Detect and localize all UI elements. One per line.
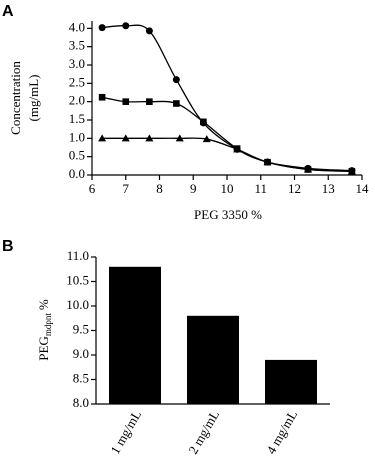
x-tick-label: 9 [190,181,197,196]
bar [265,359,317,404]
point [202,135,211,143]
x-tick-label: 12 [288,181,301,196]
panel-label: B [2,238,14,255]
y-tick-label: 11.0 [67,248,89,263]
y-tick-label: 3.5 [69,38,85,53]
y-tick-label: 0.0 [69,166,85,181]
point [175,134,184,142]
bar [187,315,239,404]
series-line [102,96,352,172]
x-tick-label: 8 [156,181,163,196]
y-tick-label: 9.5 [73,321,89,336]
point [263,158,272,166]
point [98,24,106,32]
y-tick-label: 4.0 [69,19,85,34]
x-tick-label: 14 [356,181,370,196]
point [122,22,130,30]
point [173,100,180,107]
x-tick-label: 13 [322,181,335,196]
x-tick-label: 6 [89,181,96,196]
point [172,76,180,84]
point [145,27,153,35]
point [347,167,356,175]
y-tick-label: 1.0 [69,129,85,144]
x-tick-label: 4 mg/mL [263,407,300,456]
point [146,98,153,105]
y-tick-label: 10.0 [66,297,89,312]
y-tick-label: 1.5 [69,111,85,126]
point [145,134,154,142]
panel-label: A [2,3,14,20]
y-tick-label: 3.0 [69,56,85,71]
y-axis-title-main: PEG [36,336,51,361]
x-tick-label: 7 [123,181,130,196]
y-axis-title: PEGmdpnt% [36,299,53,361]
y-axis-title: Concentration [8,61,23,135]
bar [109,266,161,404]
y-tick-label: 8.5 [73,370,89,385]
x-tick-label: 1 mg/mL [107,407,144,456]
y-tick-label: 9.0 [73,346,89,361]
x-tick-label: 11 [254,181,267,196]
y-axis-title-sub: mdpnt [43,313,53,337]
y-tick-label: 0.5 [69,148,85,163]
series-line [102,24,352,172]
x-axis-title: PEG 3350 % [194,207,262,222]
point [200,118,207,126]
x-tick-label: 10 [221,181,234,196]
y-axis-title: (mg/mL) [26,75,41,122]
point [304,165,312,173]
x-tick-label: 2 mg/mL [185,407,222,456]
y-axis-title-unit: % [36,299,51,310]
y-tick-label: 8.0 [73,395,89,410]
point [121,134,130,142]
y-tick-label: 2.0 [69,93,85,108]
y-tick-label: 10.5 [66,272,89,287]
point [98,134,107,142]
y-tick-label: 2.5 [69,74,85,89]
point [98,93,106,101]
point [122,98,130,105]
point [233,145,242,153]
